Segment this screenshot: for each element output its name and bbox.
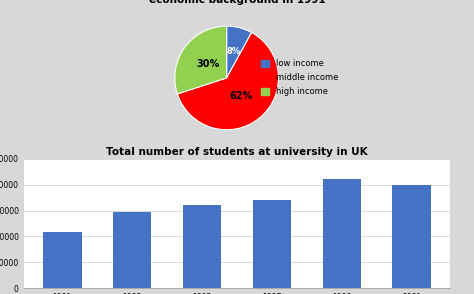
Bar	[113, 212, 151, 288]
Bar	[392, 185, 431, 288]
Wedge shape	[175, 26, 227, 94]
Legend: low income, middle income, high income: low income, middle income, high income	[259, 58, 340, 98]
Text: 30%: 30%	[196, 59, 219, 69]
Title: Percentage of students by family
economic background in 1991: Percentage of students by family economi…	[139, 0, 335, 5]
Text: 62%: 62%	[230, 91, 253, 101]
Bar	[323, 179, 361, 288]
Wedge shape	[177, 33, 278, 130]
Title: Total number of students at university in UK: Total number of students at university i…	[106, 147, 368, 157]
Bar	[253, 200, 291, 288]
Text: 8%: 8%	[226, 47, 240, 56]
Wedge shape	[227, 26, 252, 78]
Bar	[43, 232, 82, 288]
Bar	[183, 205, 221, 288]
